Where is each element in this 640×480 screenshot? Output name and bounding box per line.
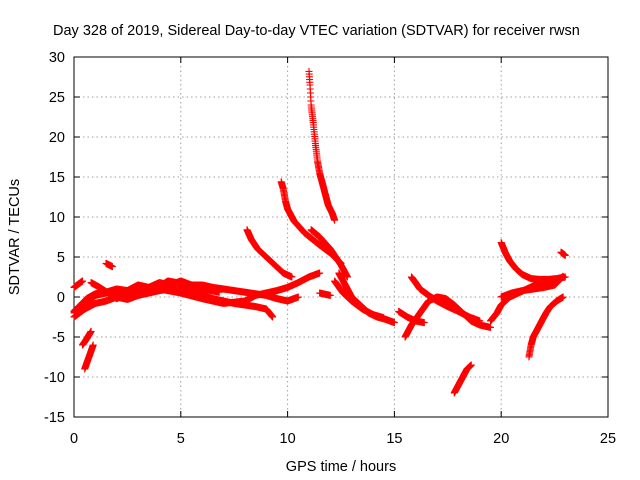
y-tick-label: 5 — [57, 250, 65, 266]
y-tick-label: -5 — [52, 330, 65, 346]
y-axis-label: SDTVAR / TECUs — [7, 179, 23, 295]
series-arc-13 — [395, 307, 428, 327]
marker-path — [401, 293, 494, 341]
series-arc-12 — [408, 273, 484, 325]
series-arc-8 — [316, 289, 334, 299]
axis-ticks — [73, 56, 609, 418]
series-arc-4 — [243, 226, 296, 281]
series-arc-early-band-mid — [70, 269, 324, 317]
marker-path — [243, 226, 296, 281]
marker-path — [81, 341, 97, 373]
series-arc-6 — [305, 67, 339, 224]
marker-path — [497, 272, 567, 301]
x-tick-label: 5 — [177, 431, 185, 447]
data-points — [70, 67, 569, 397]
x-tick-label: 25 — [600, 431, 616, 447]
marker-path — [70, 269, 324, 317]
series-arc-11 — [401, 293, 494, 341]
y-tick-label: -15 — [44, 410, 65, 426]
x-tick-label: 15 — [386, 431, 402, 447]
series-arc-19 — [557, 248, 569, 259]
series-arc-2 — [81, 341, 97, 373]
series-arc-1 — [79, 327, 95, 349]
marker-path — [450, 361, 475, 397]
marker-path — [305, 67, 339, 224]
marker-path — [307, 226, 351, 281]
plot-frame — [73, 56, 609, 418]
tick-labels: 0 5 10 15 20 25 -15 -10 -5 0 5 10 15 20 25 30 — [44, 50, 616, 447]
y-tick-label: 0 — [57, 290, 65, 306]
y-tick-label: 15 — [49, 170, 65, 186]
y-tick-label: -10 — [44, 370, 65, 386]
marker-path — [70, 277, 86, 291]
series-arc-7 — [307, 226, 351, 281]
marker-path — [497, 239, 569, 283]
marker-path — [102, 259, 116, 271]
series-arc-14 — [450, 361, 475, 397]
chart-title: Day 328 of 2019, Sidereal Day-to-day VTE… — [53, 23, 580, 39]
series-arc-3 — [102, 259, 116, 271]
y-tick-label: 20 — [49, 130, 65, 146]
y-tick-label: 10 — [49, 210, 65, 226]
series-arc-10 — [331, 277, 388, 322]
series-arc-16 — [497, 239, 569, 283]
marker-path — [408, 273, 484, 325]
y-tick-label: 25 — [49, 90, 65, 106]
marker-path — [79, 327, 95, 349]
x-tick-label: 10 — [280, 431, 296, 447]
marker-path — [557, 248, 569, 259]
grid-lines — [74, 57, 608, 417]
series-arc-18 — [497, 272, 567, 301]
x-tick-label: 20 — [493, 431, 509, 447]
series-arc-start-blip — [70, 277, 86, 291]
y-tick-label: 30 — [49, 50, 65, 66]
marker-path — [395, 307, 428, 327]
marker-path — [525, 293, 567, 361]
marker-path — [331, 277, 388, 322]
marker-path — [316, 289, 334, 299]
x-axis-label: GPS time / hours — [286, 459, 396, 475]
series-arc-17 — [525, 293, 567, 361]
x-tick-label: 0 — [70, 431, 78, 447]
